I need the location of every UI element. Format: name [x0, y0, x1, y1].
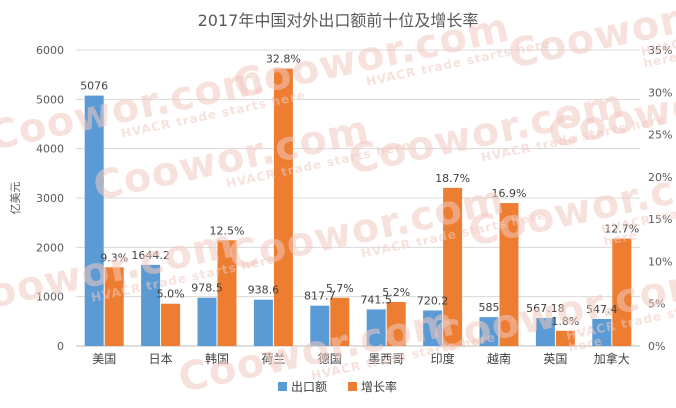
y2-tick-label: 10% [648, 255, 672, 268]
bar-export [253, 299, 273, 346]
data-label-export: 585 [479, 301, 500, 314]
data-label-export: 567.18 [526, 302, 565, 315]
x-tick-label: 加拿大 [594, 351, 630, 366]
legend-swatch [278, 382, 287, 391]
data-label-growth: 1.8% [551, 315, 579, 328]
y2-tick-label: 0% [648, 340, 665, 353]
data-label-export: 5076 [80, 80, 108, 93]
y-tick-label: 3000 [36, 192, 64, 205]
x-tick-label: 德国 [318, 351, 342, 366]
data-label-growth: 16.9% [492, 187, 527, 200]
bar-growth [612, 238, 632, 346]
x-tick-label: 印度 [431, 351, 455, 366]
data-label-export: 817.7 [304, 290, 336, 303]
y-tick-label: 6000 [36, 44, 64, 57]
gridlines [76, 49, 640, 347]
bar-export [366, 309, 386, 346]
bar-growth [161, 303, 181, 346]
y2-tick-label: 20% [648, 171, 672, 184]
y-tick-label: 5000 [36, 93, 64, 106]
bar-growth [330, 297, 350, 346]
bar-export [84, 95, 104, 346]
y-tick-label: 0 [57, 340, 64, 353]
x-axis: 美国 日本 韩国 荷兰 德国 墨西哥 印度 越南 英国 加拿大 [92, 351, 630, 366]
y-tick-label: 1000 [36, 291, 64, 304]
y2-tick-label: 15% [648, 213, 672, 226]
y-axis-left: 0 1000 2000 3000 4000 5000 6000 [36, 44, 64, 353]
data-label-growth: 9.3% [100, 251, 128, 264]
bar-export [423, 310, 443, 346]
legend-label: 增长率 [361, 379, 397, 394]
chart-title: 2017年中国对外出口额前十位及增长率 [198, 11, 479, 30]
data-label-growth: 12.7% [604, 223, 639, 236]
y-tick-label: 4000 [36, 143, 64, 156]
x-tick-label: 越南 [487, 351, 511, 366]
data-label-export: 938.6 [248, 284, 280, 297]
bar-export [197, 297, 217, 346]
bar-growth [273, 68, 293, 346]
x-tick-label: 荷兰 [261, 352, 285, 366]
bar-export [535, 318, 555, 346]
x-tick-label: 韩国 [205, 351, 229, 366]
data-label-export: 1644.2 [131, 249, 170, 262]
y2-tick-label: 35% [648, 44, 672, 57]
x-tick-label: 美国 [92, 352, 116, 366]
bar-export [141, 264, 161, 346]
bar-growth [443, 187, 463, 346]
bar-growth [217, 240, 237, 346]
data-label-growth: 32.8% [266, 53, 301, 66]
bar-growth [386, 302, 406, 346]
y-axis-label: 亿美元 [9, 182, 22, 215]
data-label-growth: 5.0% [157, 288, 185, 301]
legend-label: 出口额 [291, 380, 327, 394]
data-label-export: 978.5 [191, 282, 223, 295]
y-tick-label: 2000 [36, 241, 64, 254]
data-label-export: 741.5 [360, 293, 392, 306]
bar-export [479, 317, 499, 346]
data-label-growth: 18.7% [435, 172, 470, 185]
data-label-growth: 5.2% [382, 286, 410, 299]
data-label-export: 720.2 [417, 294, 449, 307]
x-tick-label: 墨西哥 [368, 352, 404, 366]
data-labels: 5076 9.3% 1644.2 5.0% 978.5 12.5% 938.6 32.8% 81… [80, 53, 639, 328]
bars [84, 68, 632, 346]
y2-tick-label: 25% [648, 129, 672, 142]
bar-growth [555, 330, 575, 346]
x-tick-label: 日本 [149, 352, 173, 366]
legend-swatch [348, 382, 357, 391]
x-tick-label: 英国 [543, 352, 567, 366]
bar-export [310, 305, 330, 346]
data-label-export: 547.4 [586, 303, 618, 316]
data-label-growth: 5.7% [326, 282, 354, 295]
y2-tick-label: 30% [648, 86, 672, 99]
legend: 出口额 增长率 [278, 379, 397, 394]
bar-growth [499, 203, 519, 346]
y2-tick-label: 5% [648, 298, 665, 311]
bar-growth [104, 267, 124, 346]
y-axis-right: 0% 5% 10% 15% 20% 25% 30% 35% [648, 44, 672, 353]
data-label-growth: 12.5% [210, 224, 245, 237]
bar-export [592, 318, 612, 346]
